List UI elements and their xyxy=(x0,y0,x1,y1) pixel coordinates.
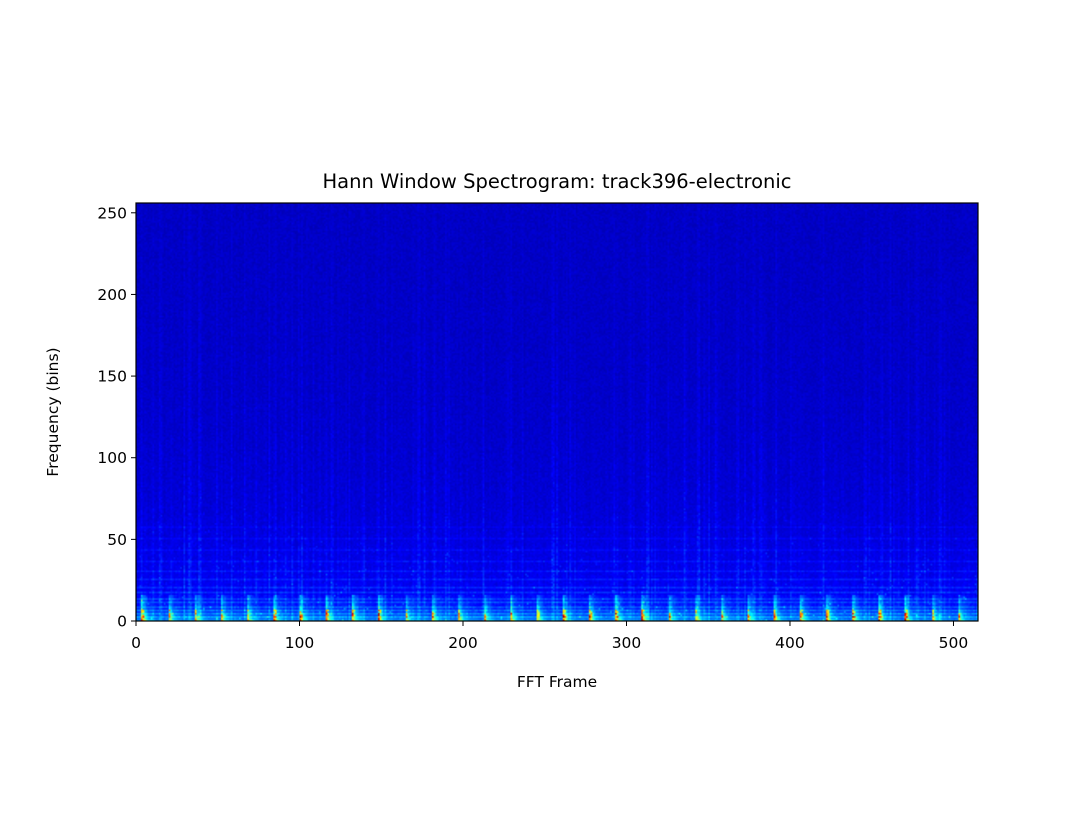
x-tick-label: 500 xyxy=(939,634,969,652)
plot-area xyxy=(135,202,979,622)
chart-title: Hann Window Spectrogram: track396-electr… xyxy=(322,170,791,193)
x-tick-label: 400 xyxy=(775,634,805,652)
x-axis-ticks: 0 100 200 300 400 500 xyxy=(131,621,968,652)
y-tick-label: 150 xyxy=(97,368,127,386)
y-tick-label: 50 xyxy=(107,531,127,549)
y-axis-label: Frequency (bins) xyxy=(44,347,62,476)
y-tick-label: 100 xyxy=(97,449,127,467)
y-tick-label: 250 xyxy=(97,204,127,222)
plot-frame xyxy=(135,202,979,622)
x-tick-label: 300 xyxy=(612,634,642,652)
x-tick-label: 0 xyxy=(131,634,141,652)
spectrogram-heatmap xyxy=(136,203,978,621)
x-tick-label: 200 xyxy=(448,634,478,652)
x-axis-label: FFT Frame xyxy=(517,673,597,691)
y-tick-label: 0 xyxy=(117,613,127,631)
y-tick-label: 200 xyxy=(97,286,127,304)
y-axis-ticks: 0 50 100 150 200 250 xyxy=(97,204,136,631)
x-tick-label: 100 xyxy=(285,634,315,652)
